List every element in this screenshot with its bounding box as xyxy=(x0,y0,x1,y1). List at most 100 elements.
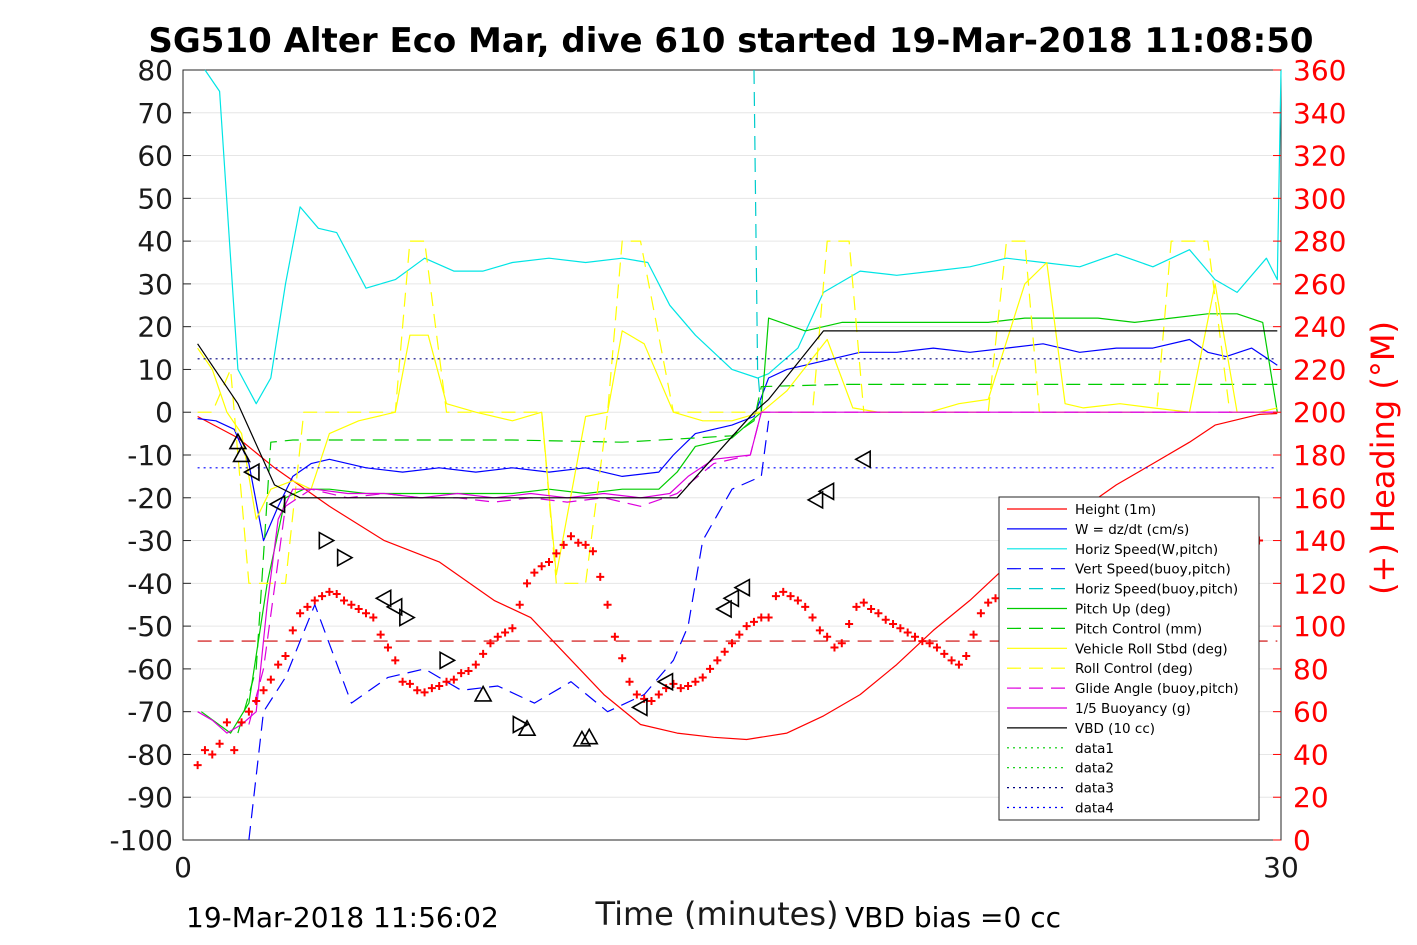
heading-point xyxy=(303,602,312,611)
heading-point xyxy=(486,639,495,648)
right-tick-label: 40 xyxy=(1293,738,1329,771)
markers-group xyxy=(228,432,871,747)
heading-point xyxy=(610,632,619,641)
triangle-marker xyxy=(512,715,530,734)
heading-point xyxy=(625,677,634,686)
heading-point xyxy=(457,669,466,678)
legend-label: Glide Angle (buoy,pitch) xyxy=(1075,681,1239,697)
heading-point xyxy=(771,592,780,601)
heading-point xyxy=(266,675,275,684)
heading-point xyxy=(442,677,451,686)
heading-point xyxy=(845,619,854,628)
triangle-marker xyxy=(268,494,286,514)
legend-box xyxy=(998,496,1260,821)
heading-point xyxy=(252,696,261,705)
axis-ticks: 80706050403020100-10-20-30-40-50-60-70-8… xyxy=(109,54,1346,884)
heading-point xyxy=(200,746,209,755)
legend-label: data1 xyxy=(1075,741,1114,757)
heading-point xyxy=(288,626,297,635)
heading-point xyxy=(398,677,407,686)
right-tick-label: 0 xyxy=(1293,824,1311,857)
heading-point xyxy=(574,538,583,547)
heading-point xyxy=(786,592,795,601)
series-line-4 xyxy=(753,69,762,413)
heading-point xyxy=(991,594,1000,603)
y-tick-label: 60 xyxy=(137,140,173,173)
right-tick-label: 60 xyxy=(1293,696,1329,729)
heading-point xyxy=(735,630,744,639)
triangle-marker xyxy=(232,445,251,463)
y-tick-label: 10 xyxy=(137,353,173,386)
heading-point xyxy=(354,605,363,613)
legend-label: data2 xyxy=(1075,761,1114,777)
heading-point xyxy=(969,630,978,639)
heading-point xyxy=(852,602,861,611)
heading-point xyxy=(596,572,605,581)
heading-point xyxy=(918,637,927,646)
y-tick-label: -40 xyxy=(127,567,173,600)
heading-point xyxy=(698,673,707,682)
heading-point xyxy=(215,739,224,748)
heading-point xyxy=(647,696,656,705)
heading-point xyxy=(859,598,868,607)
heading-point xyxy=(230,746,239,755)
series-line-2 xyxy=(204,69,1282,405)
legend-label: Vehicle Roll Stbd (deg) xyxy=(1075,641,1228,657)
triangle-marker xyxy=(517,719,537,736)
legend: Height (1m) W = dz/dt (cm/s) Horiz Speed(W… xyxy=(998,496,1260,821)
heading-point xyxy=(925,639,934,648)
series-line-11 xyxy=(197,330,1278,499)
heading-point xyxy=(896,624,905,633)
triangle-marker xyxy=(579,727,599,745)
y-tick-label: 50 xyxy=(137,182,173,215)
heading-point xyxy=(501,628,510,637)
heading-point xyxy=(801,602,810,611)
right-tick-label: 340 xyxy=(1293,97,1346,130)
y-tick-label: 80 xyxy=(137,54,173,87)
heading-point xyxy=(493,632,502,641)
triangle-marker xyxy=(722,588,740,608)
triangle-marker xyxy=(228,432,248,450)
heading-point xyxy=(706,664,715,673)
heading-point xyxy=(874,609,883,618)
legend-label: data4 xyxy=(1075,801,1114,817)
x-axis-label: Time (minutes) xyxy=(595,895,839,933)
right-tick-label: 240 xyxy=(1293,311,1346,344)
heading-point xyxy=(464,667,473,676)
series-line-5 xyxy=(200,313,1278,734)
heading-point xyxy=(903,628,912,637)
heading-point xyxy=(881,615,890,624)
right-tick-label: 280 xyxy=(1293,225,1346,258)
triangle-marker xyxy=(806,490,824,510)
heading-point xyxy=(376,630,385,639)
heading-point xyxy=(808,613,817,622)
heading-point xyxy=(427,684,436,693)
right-tick-label: 220 xyxy=(1293,353,1346,386)
heading-point xyxy=(932,643,941,652)
heading-point xyxy=(691,677,700,686)
heading-point xyxy=(764,613,773,622)
y-tick-label: -100 xyxy=(109,824,173,857)
y-tick-label: -10 xyxy=(127,439,173,472)
heading-point xyxy=(669,679,678,688)
heading-point xyxy=(618,654,627,663)
heading-point xyxy=(449,675,458,684)
y-tick-label: -20 xyxy=(127,482,173,515)
y-tick-label: -90 xyxy=(127,781,173,814)
legend-label: Pitch Control (mm) xyxy=(1075,621,1202,637)
heading-point xyxy=(559,540,568,549)
triangle-marker xyxy=(385,597,403,617)
right-tick-label: 160 xyxy=(1293,482,1346,515)
heading-point xyxy=(340,596,349,605)
heading-point xyxy=(684,682,693,690)
legend-label: Vert Speed(buoy,pitch) xyxy=(1075,562,1231,578)
heading-point xyxy=(954,660,963,669)
heading-point xyxy=(296,609,305,618)
heading-point xyxy=(347,600,356,609)
heading-point xyxy=(391,656,400,665)
heading-point xyxy=(193,761,202,770)
heading-point xyxy=(362,609,370,618)
right-axis-label: (+) Heading (°M) xyxy=(1364,321,1402,595)
heading-point xyxy=(823,632,832,641)
heading-point xyxy=(889,619,898,628)
